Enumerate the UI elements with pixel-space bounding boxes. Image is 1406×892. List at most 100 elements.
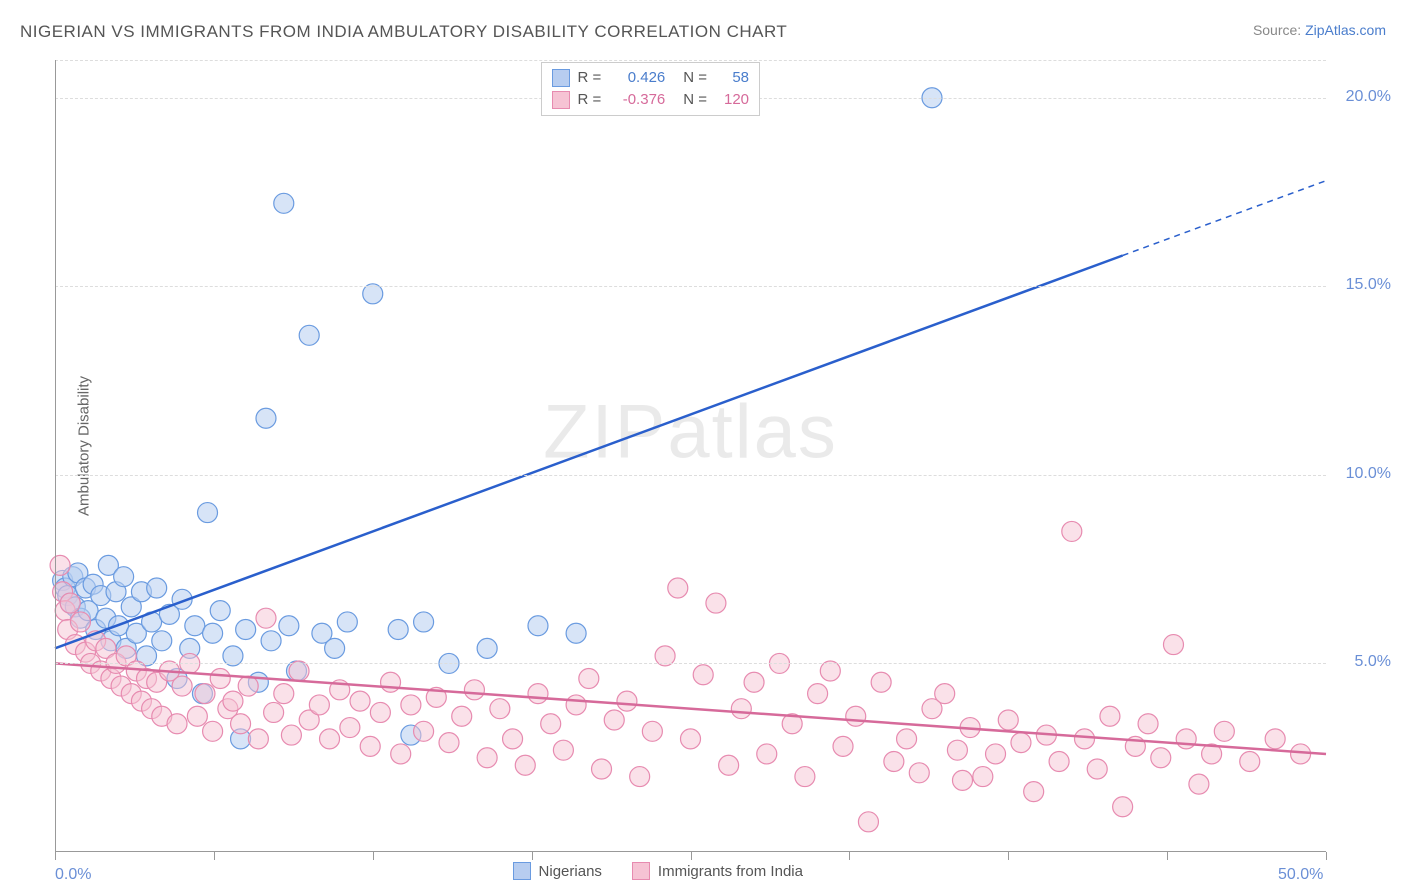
data-point xyxy=(477,748,497,768)
data-point xyxy=(1011,733,1031,753)
data-point xyxy=(414,721,434,741)
x-tick-label: 50.0% xyxy=(1278,866,1323,884)
data-point xyxy=(187,706,207,726)
data-point xyxy=(274,684,294,704)
legend-item: Nigerians xyxy=(513,862,602,880)
data-point xyxy=(203,721,223,741)
y-axis xyxy=(55,60,56,852)
data-point xyxy=(261,631,281,651)
data-point xyxy=(833,736,853,756)
data-point xyxy=(320,729,340,749)
data-point xyxy=(264,702,284,722)
data-point xyxy=(231,714,251,734)
data-point xyxy=(1087,759,1107,779)
data-point xyxy=(337,612,357,632)
r-value: 0.426 xyxy=(609,67,665,89)
data-point xyxy=(973,767,993,787)
data-point xyxy=(325,638,345,658)
r-label: R = xyxy=(578,67,602,89)
data-point xyxy=(1240,751,1260,771)
data-point xyxy=(1100,706,1120,726)
data-point xyxy=(642,721,662,741)
x-tick xyxy=(1008,852,1009,860)
gridline xyxy=(55,663,1326,664)
data-point xyxy=(579,669,599,689)
data-point xyxy=(846,706,866,726)
data-point xyxy=(935,684,955,704)
data-point xyxy=(909,763,929,783)
data-point xyxy=(719,755,739,775)
source-prefix: Source: xyxy=(1253,22,1305,38)
data-point xyxy=(668,578,688,598)
data-point xyxy=(681,729,701,749)
data-point xyxy=(630,767,650,787)
data-point xyxy=(808,684,828,704)
data-point xyxy=(566,623,586,643)
legend-label: Nigerians xyxy=(539,863,602,880)
data-point xyxy=(871,672,891,692)
data-point xyxy=(50,555,70,575)
r-value: -0.376 xyxy=(609,89,665,111)
data-point xyxy=(1291,744,1311,764)
data-point xyxy=(464,680,484,700)
data-point xyxy=(248,729,268,749)
data-point xyxy=(439,733,459,753)
data-point xyxy=(401,695,421,715)
data-point xyxy=(1214,721,1234,741)
data-point xyxy=(309,695,329,715)
data-point xyxy=(541,714,561,734)
legend-item: Immigrants from India xyxy=(632,862,803,880)
data-point xyxy=(1138,714,1158,734)
data-point xyxy=(172,676,192,696)
data-point xyxy=(360,736,380,756)
data-point xyxy=(203,623,223,643)
x-tick xyxy=(691,852,692,860)
data-point xyxy=(60,593,80,613)
data-point xyxy=(238,676,258,696)
data-point xyxy=(1075,729,1095,749)
y-tick-label: 15.0% xyxy=(1346,276,1391,294)
data-point xyxy=(198,503,218,523)
data-point xyxy=(340,718,360,738)
data-point xyxy=(566,695,586,715)
data-point xyxy=(195,684,215,704)
data-point xyxy=(858,812,878,832)
data-point xyxy=(236,619,256,639)
data-point xyxy=(350,691,370,711)
data-point xyxy=(477,638,497,658)
data-point xyxy=(223,691,243,711)
n-label: N = xyxy=(683,67,707,89)
data-point xyxy=(503,729,523,749)
data-point xyxy=(617,691,637,711)
legend-swatch xyxy=(552,91,570,109)
x-tick xyxy=(1167,852,1168,860)
data-point xyxy=(897,729,917,749)
data-point xyxy=(256,408,276,428)
data-point xyxy=(391,744,411,764)
data-point xyxy=(114,567,134,587)
chart-plot-area: ZIPatlas 5.0%10.0%15.0%20.0%0.0%50.0% xyxy=(55,60,1326,852)
data-point xyxy=(210,601,230,621)
data-point xyxy=(279,616,299,636)
gridline xyxy=(55,475,1326,476)
data-point xyxy=(731,699,751,719)
legend-swatch xyxy=(552,69,570,87)
data-point xyxy=(1049,751,1069,771)
x-tick xyxy=(373,852,374,860)
data-point xyxy=(986,744,1006,764)
source-link[interactable]: ZipAtlas.com xyxy=(1305,22,1386,38)
data-point xyxy=(795,767,815,787)
data-point xyxy=(744,672,764,692)
data-point xyxy=(1176,729,1196,749)
n-value: 120 xyxy=(715,89,749,111)
data-point xyxy=(167,714,187,734)
data-point xyxy=(414,612,434,632)
data-point xyxy=(706,593,726,613)
data-point xyxy=(952,770,972,790)
data-point xyxy=(256,608,276,628)
scatter-plot-svg xyxy=(55,60,1326,852)
data-point xyxy=(1151,748,1171,768)
data-point xyxy=(452,706,472,726)
legend-swatch xyxy=(513,862,531,880)
n-value: 58 xyxy=(715,67,749,89)
